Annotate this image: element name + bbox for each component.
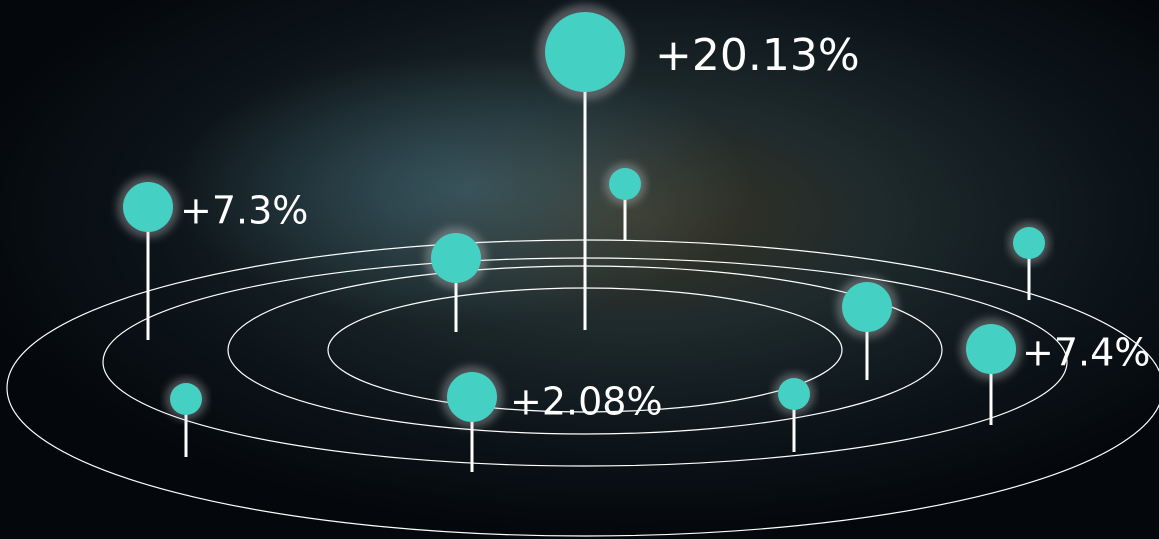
dot: [123, 182, 173, 232]
pin: [836, 276, 898, 380]
pin: [537, 4, 633, 330]
pin: [960, 318, 1022, 425]
pin: [117, 176, 179, 340]
dot: [431, 233, 481, 283]
dot: [842, 282, 892, 332]
dot: [1013, 227, 1045, 259]
dot: [609, 168, 641, 200]
dot: [170, 383, 202, 415]
pins: [117, 4, 1050, 472]
pin: [604, 163, 646, 240]
dot: [778, 378, 810, 410]
dot: [966, 324, 1016, 374]
pin-label: +2.08%: [510, 380, 663, 424]
pin: [165, 378, 207, 457]
pin: [1008, 222, 1050, 300]
pin: [441, 366, 503, 472]
pin-label: +7.3%: [180, 189, 308, 233]
dot: [545, 12, 625, 92]
pin-label: +7.4%: [1022, 331, 1150, 375]
dot: [447, 372, 497, 422]
pin-label: +20.13%: [655, 30, 860, 81]
pin: [773, 373, 815, 452]
pin: [425, 227, 487, 332]
